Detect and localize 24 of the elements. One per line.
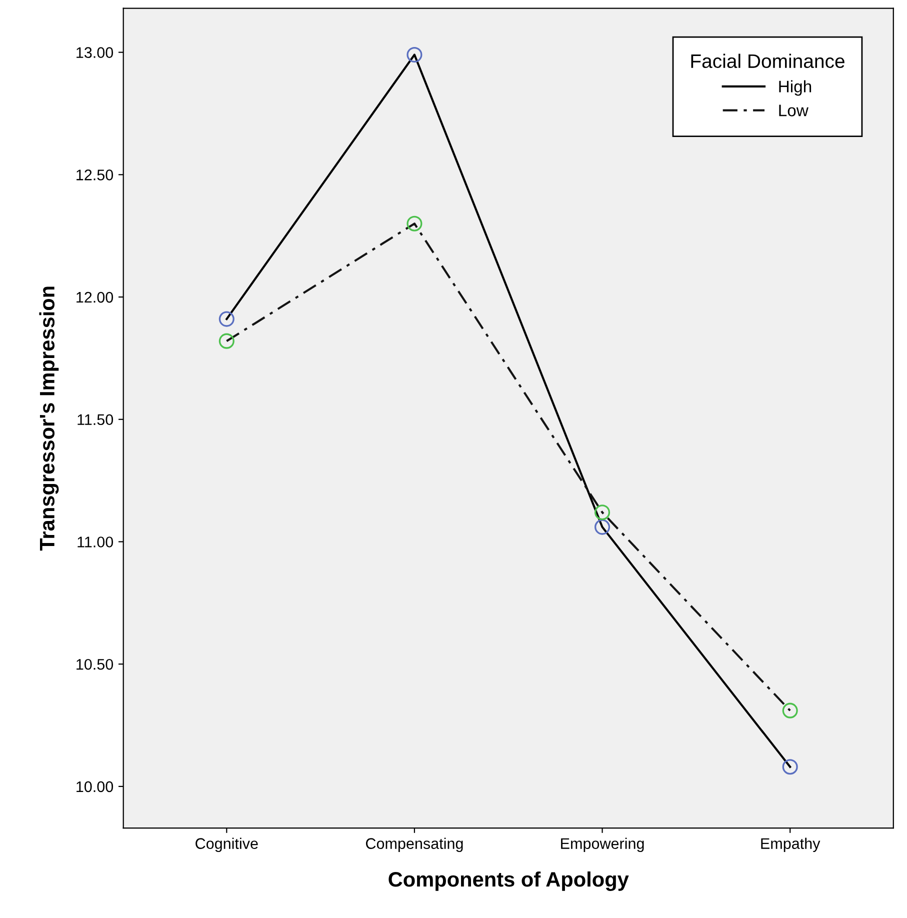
y-tick-label: 11.00	[78, 536, 114, 548]
point	[782, 759, 798, 775]
x-tick-label: Empathy	[761, 838, 820, 852]
point	[218, 333, 234, 349]
y-tick-label: 10.50	[76, 658, 114, 670]
y-tick-label: 12.00	[76, 292, 114, 303]
legend-label: High	[779, 80, 812, 96]
x-tick-label: Cognitive	[196, 838, 258, 852]
y-tick-label: 13.00	[76, 47, 114, 58]
legend-label: Low	[779, 104, 808, 116]
legend-title: Facial Dominance	[691, 54, 844, 68]
point	[218, 311, 234, 327]
y-tick-label: 10.00	[76, 781, 114, 792]
point	[406, 46, 422, 63]
x-tick-label: Compensating	[366, 838, 463, 852]
point	[782, 702, 798, 718]
y-tick-label: 11.50	[78, 414, 114, 426]
y-tick-label: 12.50	[76, 170, 114, 180]
x-axis-title: Components of Apology	[388, 871, 629, 891]
y-axis-title: Transgressor's Impression	[39, 286, 59, 551]
point	[594, 504, 610, 520]
x-tick-label: Empowering	[561, 838, 644, 852]
point	[406, 216, 422, 232]
point	[594, 519, 610, 535]
